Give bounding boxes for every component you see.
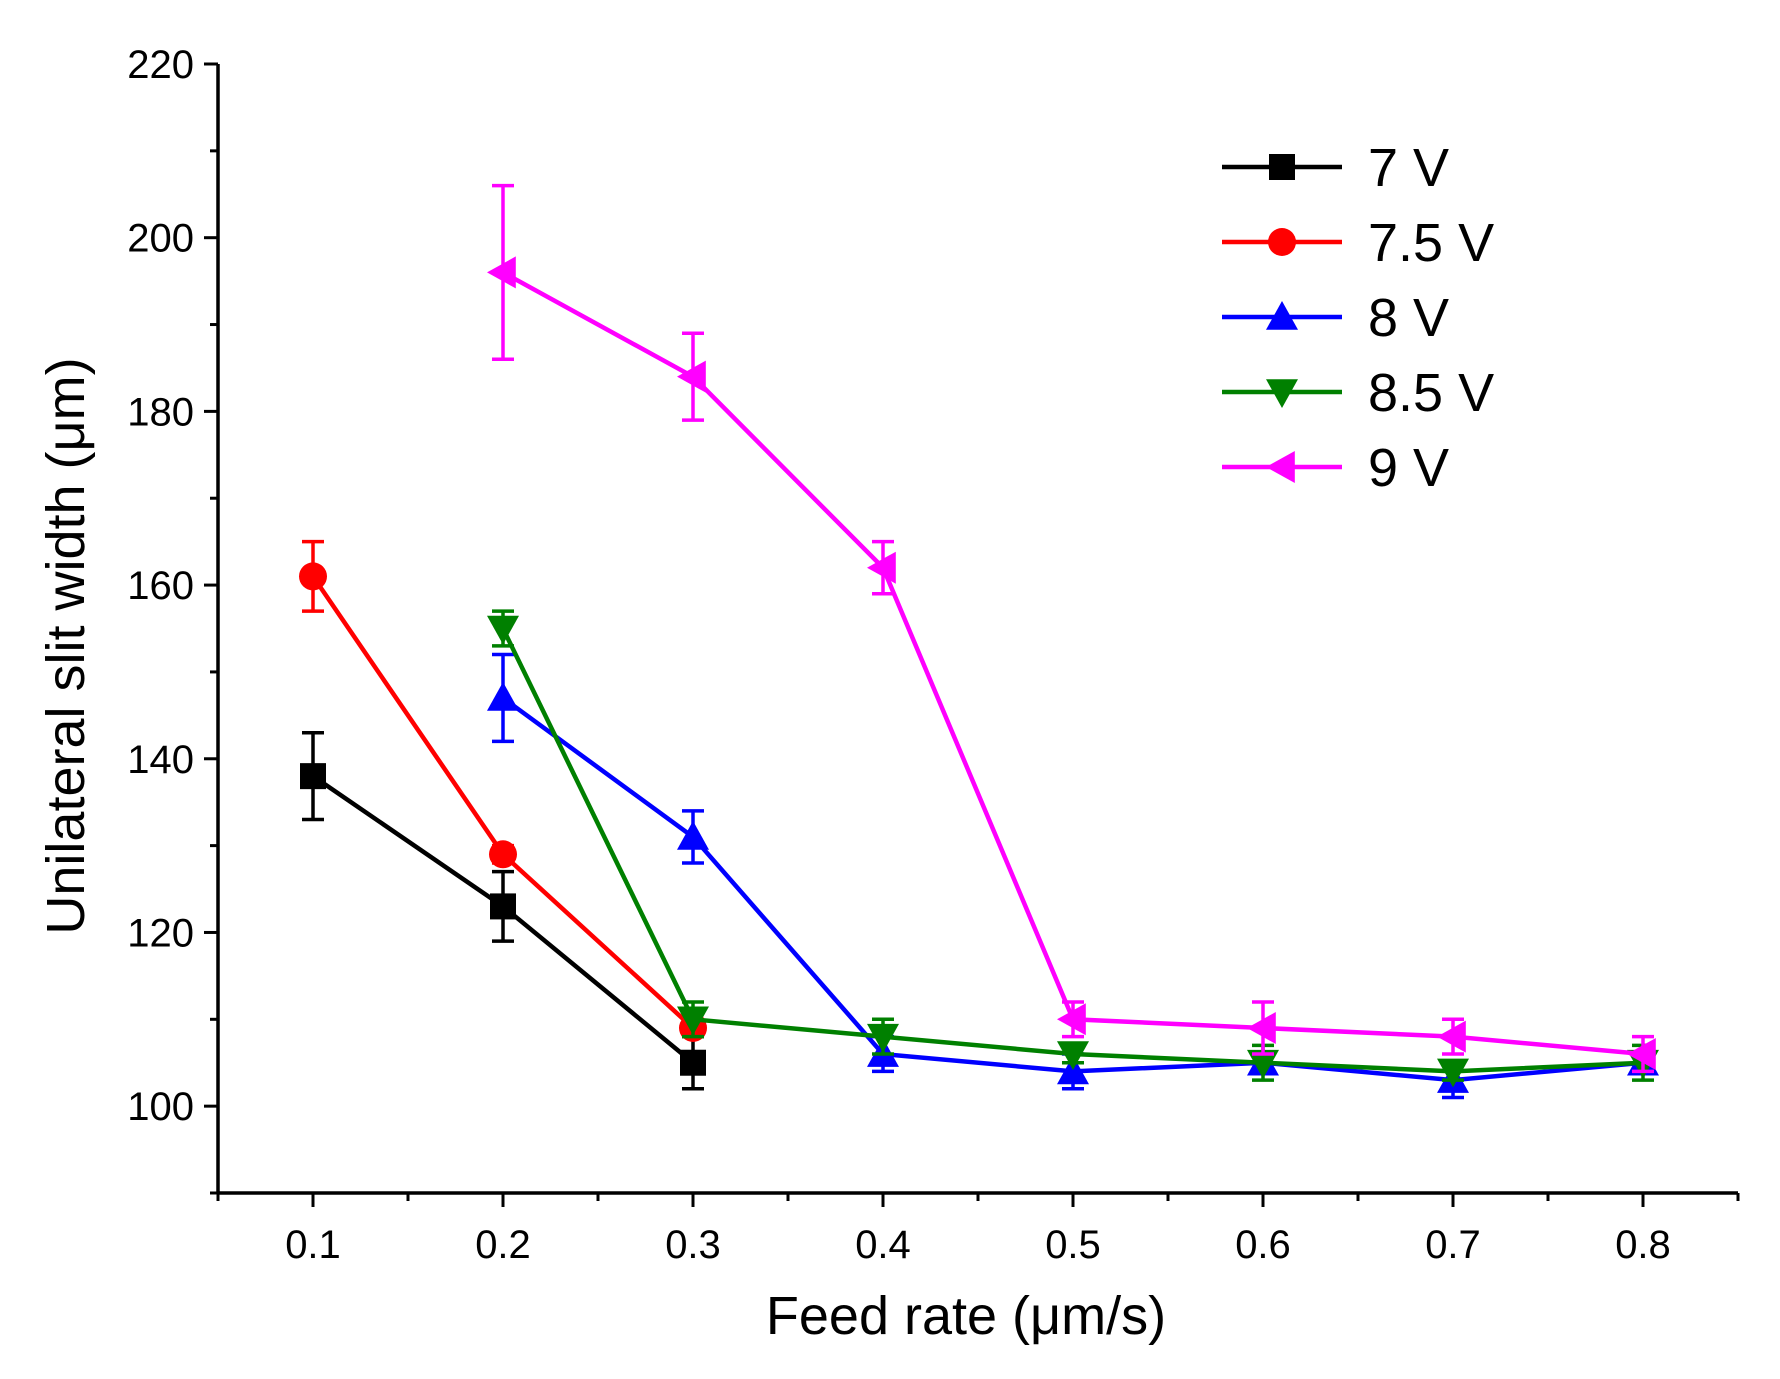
legend-label: 7 V — [1368, 138, 1449, 198]
y-tick-label: 140 — [127, 738, 194, 782]
data-point — [680, 1049, 706, 1076]
data-point — [867, 551, 896, 584]
data-point — [1247, 1049, 1279, 1079]
legend-marker — [1266, 301, 1298, 330]
series-9-v — [487, 183, 1656, 1074]
x-tick-label: 0.4 — [855, 1223, 911, 1267]
legend-item: 7.5 V — [1222, 213, 1494, 273]
data-point — [1627, 1038, 1656, 1071]
data-point — [1057, 1041, 1089, 1071]
data-point — [299, 562, 327, 591]
data-point — [487, 615, 519, 645]
x-axis-title: Feed rate (μm/s) — [766, 1286, 1166, 1346]
legend-item: 8 V — [1222, 288, 1449, 348]
legend-marker — [1266, 451, 1295, 483]
y-tick-label: 100 — [127, 1085, 194, 1129]
legend-label: 8.5 V — [1368, 363, 1494, 423]
legend-item: 8.5 V — [1222, 363, 1494, 423]
x-tick-label: 0.6 — [1235, 1223, 1291, 1267]
legend-item: 7 V — [1222, 138, 1449, 198]
data-point — [300, 763, 326, 790]
y-tick-label: 120 — [127, 911, 194, 955]
x-tick-label: 0.8 — [1615, 1223, 1671, 1267]
y-tick-label: 220 — [127, 43, 194, 87]
data-point — [1057, 1003, 1086, 1036]
y-tick-label: 200 — [127, 217, 194, 261]
axes: 100 120 140 160 180 200 220 0.1 0.2 0.3 0.4 0.5 0.6 0… — [127, 43, 1740, 1267]
data-point — [487, 256, 516, 289]
y-tick-label: 180 — [127, 390, 194, 434]
legend: 7 V 7.5 V 8 V 8.5 V 9 V — [1222, 138, 1494, 498]
y-axis-title: Unilateral slit width (μm) — [36, 357, 96, 934]
data-point — [677, 1006, 709, 1036]
data-point — [489, 840, 517, 869]
data-point — [490, 893, 516, 920]
data-point — [1247, 1011, 1276, 1044]
y-tick-label: 160 — [127, 564, 194, 608]
series-layer — [299, 183, 1659, 1100]
x-tick-label: 0.5 — [1045, 1223, 1101, 1267]
legend-marker — [1268, 228, 1296, 256]
legend-item: 9 V — [1222, 438, 1449, 498]
series-7-v — [300, 730, 706, 1091]
x-tick-label: 0.2 — [475, 1223, 531, 1267]
legend-label: 7.5 V — [1368, 213, 1494, 273]
legend-marker — [1266, 379, 1298, 408]
legend-label: 9 V — [1368, 438, 1449, 498]
legend-marker — [1269, 154, 1295, 180]
data-point — [677, 360, 706, 393]
series-8-5-v — [487, 609, 1659, 1088]
data-point — [867, 1023, 899, 1053]
x-tick-label: 0.1 — [285, 1223, 341, 1267]
data-point — [1437, 1058, 1469, 1088]
legend-label: 8 V — [1368, 288, 1449, 348]
x-tick-label: 0.7 — [1425, 1223, 1481, 1267]
data-point — [1437, 1020, 1466, 1053]
x-tick-label: 0.3 — [665, 1223, 721, 1267]
data-point — [487, 681, 519, 711]
data-point — [677, 820, 709, 850]
